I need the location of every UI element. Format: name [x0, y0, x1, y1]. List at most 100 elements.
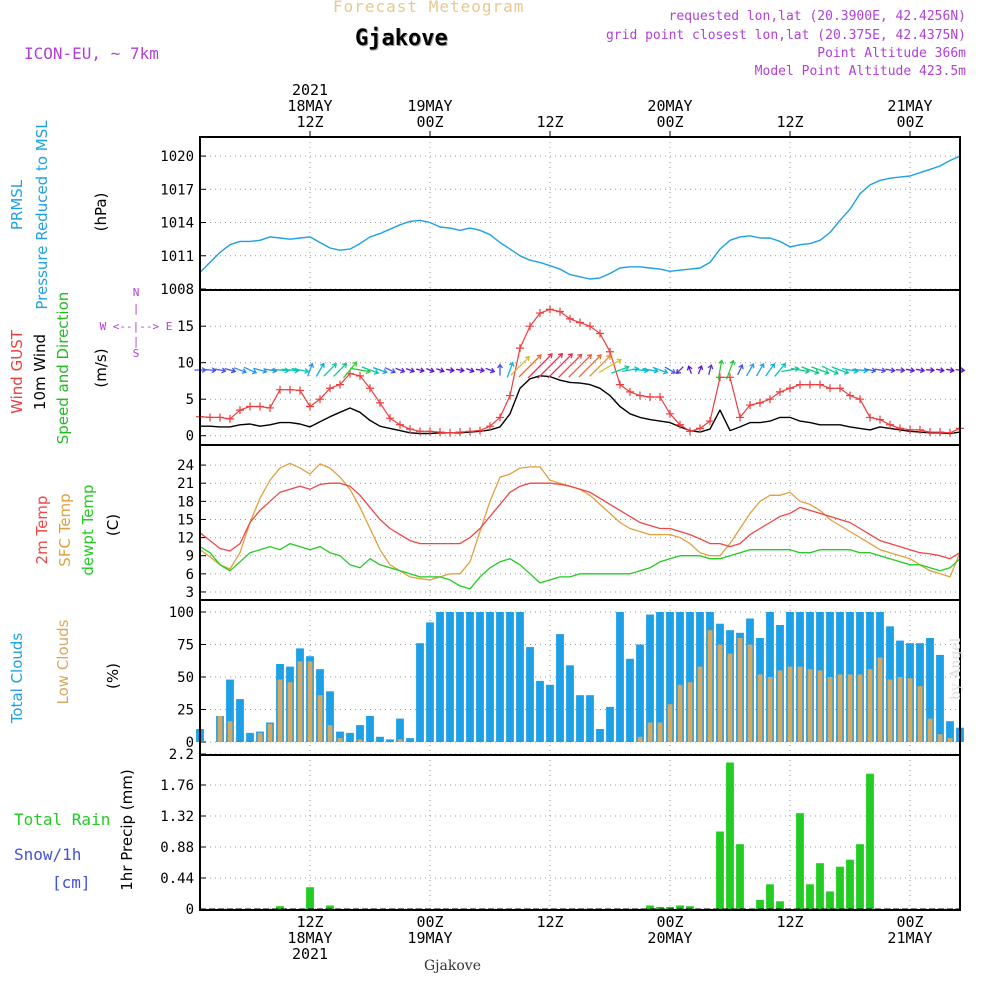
gust-marker	[486, 422, 494, 431]
wind-unit-label: (m/s)	[92, 348, 110, 387]
wind-direction-arrow	[497, 363, 503, 376]
rain-bar	[766, 884, 774, 909]
gust-marker	[676, 420, 684, 429]
y-tick-label: 0	[186, 429, 194, 445]
y-tick-label: 75	[177, 638, 194, 654]
bottom-time-label: 2021	[292, 945, 328, 963]
gust-marker	[696, 424, 704, 433]
precip-ylabel: 1hr Precip (mm)	[118, 769, 136, 890]
supertitle: Forecast Meteogram	[333, 0, 525, 16]
low-cloud-bar	[297, 661, 303, 742]
total-cloud-bar	[556, 634, 564, 742]
gust-marker	[706, 417, 714, 426]
y-tick-label: 100	[169, 605, 194, 621]
gust-marker	[326, 384, 334, 393]
total-cloud-bar	[426, 622, 434, 742]
gust-marker	[596, 329, 604, 338]
top-time-label: 12Z	[296, 113, 323, 131]
wind-direction-arrow	[717, 359, 725, 380]
gust-marker	[426, 427, 434, 436]
wind-direction-arrow	[765, 362, 775, 377]
gust-marker	[546, 305, 554, 314]
wind-direction-arrow	[466, 367, 475, 374]
gust-marker	[846, 391, 854, 400]
rain-bar	[646, 905, 654, 909]
wind-direction-arrow	[864, 367, 877, 374]
total-cloud-bar	[346, 732, 354, 742]
wind-direction-arrow	[307, 362, 315, 377]
gust-marker	[736, 413, 744, 422]
gust-marker	[406, 425, 414, 434]
wind-direction-arrow	[686, 365, 693, 374]
text-layer: 1008 1011 1014 1017 1020 0 5 10 15 3 6 9 12 15 18 21 24 0…	[8, 81, 933, 963]
total-cloud-bar	[416, 643, 424, 742]
gust-marker	[416, 427, 424, 436]
gust-marker	[246, 402, 254, 411]
top-time-label: 21MAY	[887, 97, 932, 115]
gust-marker	[276, 385, 284, 394]
y-tick-label: 0.44	[160, 871, 194, 887]
gust-marker	[556, 307, 564, 316]
total-clouds-label: Total Clouds	[8, 633, 26, 725]
total-cloud-bar	[506, 612, 514, 742]
total-cloud-bar	[636, 644, 644, 742]
rain-bar	[806, 884, 814, 909]
pressure-unit-label: (hPa)	[92, 193, 110, 232]
wind-direction-arrow	[755, 362, 765, 377]
total-cloud-bar	[516, 612, 524, 742]
low-cloud-bar	[867, 669, 873, 742]
y-tick-label: 0	[186, 735, 194, 751]
wind-direction-arrow	[384, 367, 396, 374]
wind-direction-arrow	[831, 366, 850, 375]
wind-direction-arrow	[811, 366, 830, 375]
location-title: Gjakove	[355, 26, 448, 51]
total-cloud-bar	[476, 612, 484, 742]
wind-direction-arrow	[558, 353, 583, 378]
rain-bar	[866, 773, 874, 909]
gust-marker	[476, 426, 484, 435]
wind-direction-arrow	[456, 367, 465, 374]
wind-direction-arrow	[926, 367, 936, 374]
gust-marker	[496, 413, 504, 422]
bottom-time-label: 00Z	[656, 913, 683, 931]
temp-unit-label: (C)	[104, 514, 122, 536]
wind-direction-arrow	[568, 354, 592, 378]
rain-bar	[796, 813, 804, 909]
bottom-time-label: 12Z	[776, 913, 803, 931]
wind-direction-arrow	[675, 366, 684, 375]
low-cloud-bar	[337, 738, 343, 742]
gust-marker	[836, 384, 844, 393]
top-time-label: 00Z	[416, 113, 443, 131]
gust-marker	[646, 393, 654, 402]
wind-direction-arrow	[725, 359, 736, 380]
top-time-label: 12Z	[536, 113, 563, 131]
y-tick-label: 1014	[160, 216, 194, 232]
gust-marker	[856, 395, 864, 404]
total-cloud-bar	[926, 638, 934, 742]
total-cloud-bar	[496, 612, 504, 742]
low-cloud-bar	[357, 739, 363, 742]
y-tick-label: 0.88	[160, 840, 194, 856]
wind-direction-arrow	[801, 366, 820, 375]
y-tick-label: 9	[186, 549, 194, 565]
gust-marker	[316, 395, 324, 404]
wind-direction-arrow	[405, 367, 416, 374]
wind-direction-arrow	[436, 367, 445, 374]
total-cloud-bar	[336, 731, 344, 742]
top-time-label: 20MAY	[647, 97, 692, 115]
total-cloud-bar	[236, 699, 244, 742]
bar-layer	[196, 612, 964, 910]
rain-bar	[716, 831, 724, 909]
gust-marker	[926, 428, 934, 437]
low-cloud-bar	[747, 644, 753, 742]
wind-direction-arrow	[426, 367, 435, 374]
gust-marker	[786, 384, 794, 393]
gust-marker	[896, 424, 904, 433]
low-cloud-bar	[227, 721, 233, 742]
wind-direction-arrow	[737, 363, 744, 376]
total-cloud-bar	[526, 647, 534, 742]
y-tick-label: 1020	[160, 149, 194, 165]
wind-direction-arrow	[342, 361, 358, 379]
wind-direction-arrow	[446, 367, 455, 374]
total-cloud-bar	[666, 612, 674, 742]
